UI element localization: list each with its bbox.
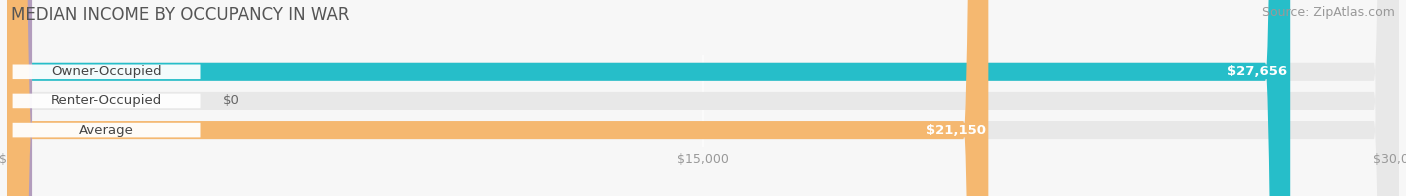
FancyBboxPatch shape [7, 0, 1399, 196]
Text: $0: $0 [222, 94, 239, 107]
Text: Average: Average [79, 124, 134, 137]
Text: $21,150: $21,150 [925, 124, 986, 137]
FancyBboxPatch shape [7, 0, 988, 196]
Text: Renter-Occupied: Renter-Occupied [51, 94, 162, 107]
FancyBboxPatch shape [7, 0, 32, 196]
Text: $27,656: $27,656 [1227, 65, 1288, 78]
FancyBboxPatch shape [7, 0, 1399, 196]
FancyBboxPatch shape [1175, 64, 1288, 79]
FancyBboxPatch shape [7, 0, 1399, 196]
FancyBboxPatch shape [13, 123, 201, 137]
FancyBboxPatch shape [7, 0, 1291, 196]
FancyBboxPatch shape [875, 123, 986, 137]
Text: Source: ZipAtlas.com: Source: ZipAtlas.com [1261, 6, 1395, 19]
FancyBboxPatch shape [13, 64, 201, 79]
Text: Owner-Occupied: Owner-Occupied [51, 65, 162, 78]
FancyBboxPatch shape [13, 94, 201, 108]
Text: MEDIAN INCOME BY OCCUPANCY IN WAR: MEDIAN INCOME BY OCCUPANCY IN WAR [11, 6, 350, 24]
